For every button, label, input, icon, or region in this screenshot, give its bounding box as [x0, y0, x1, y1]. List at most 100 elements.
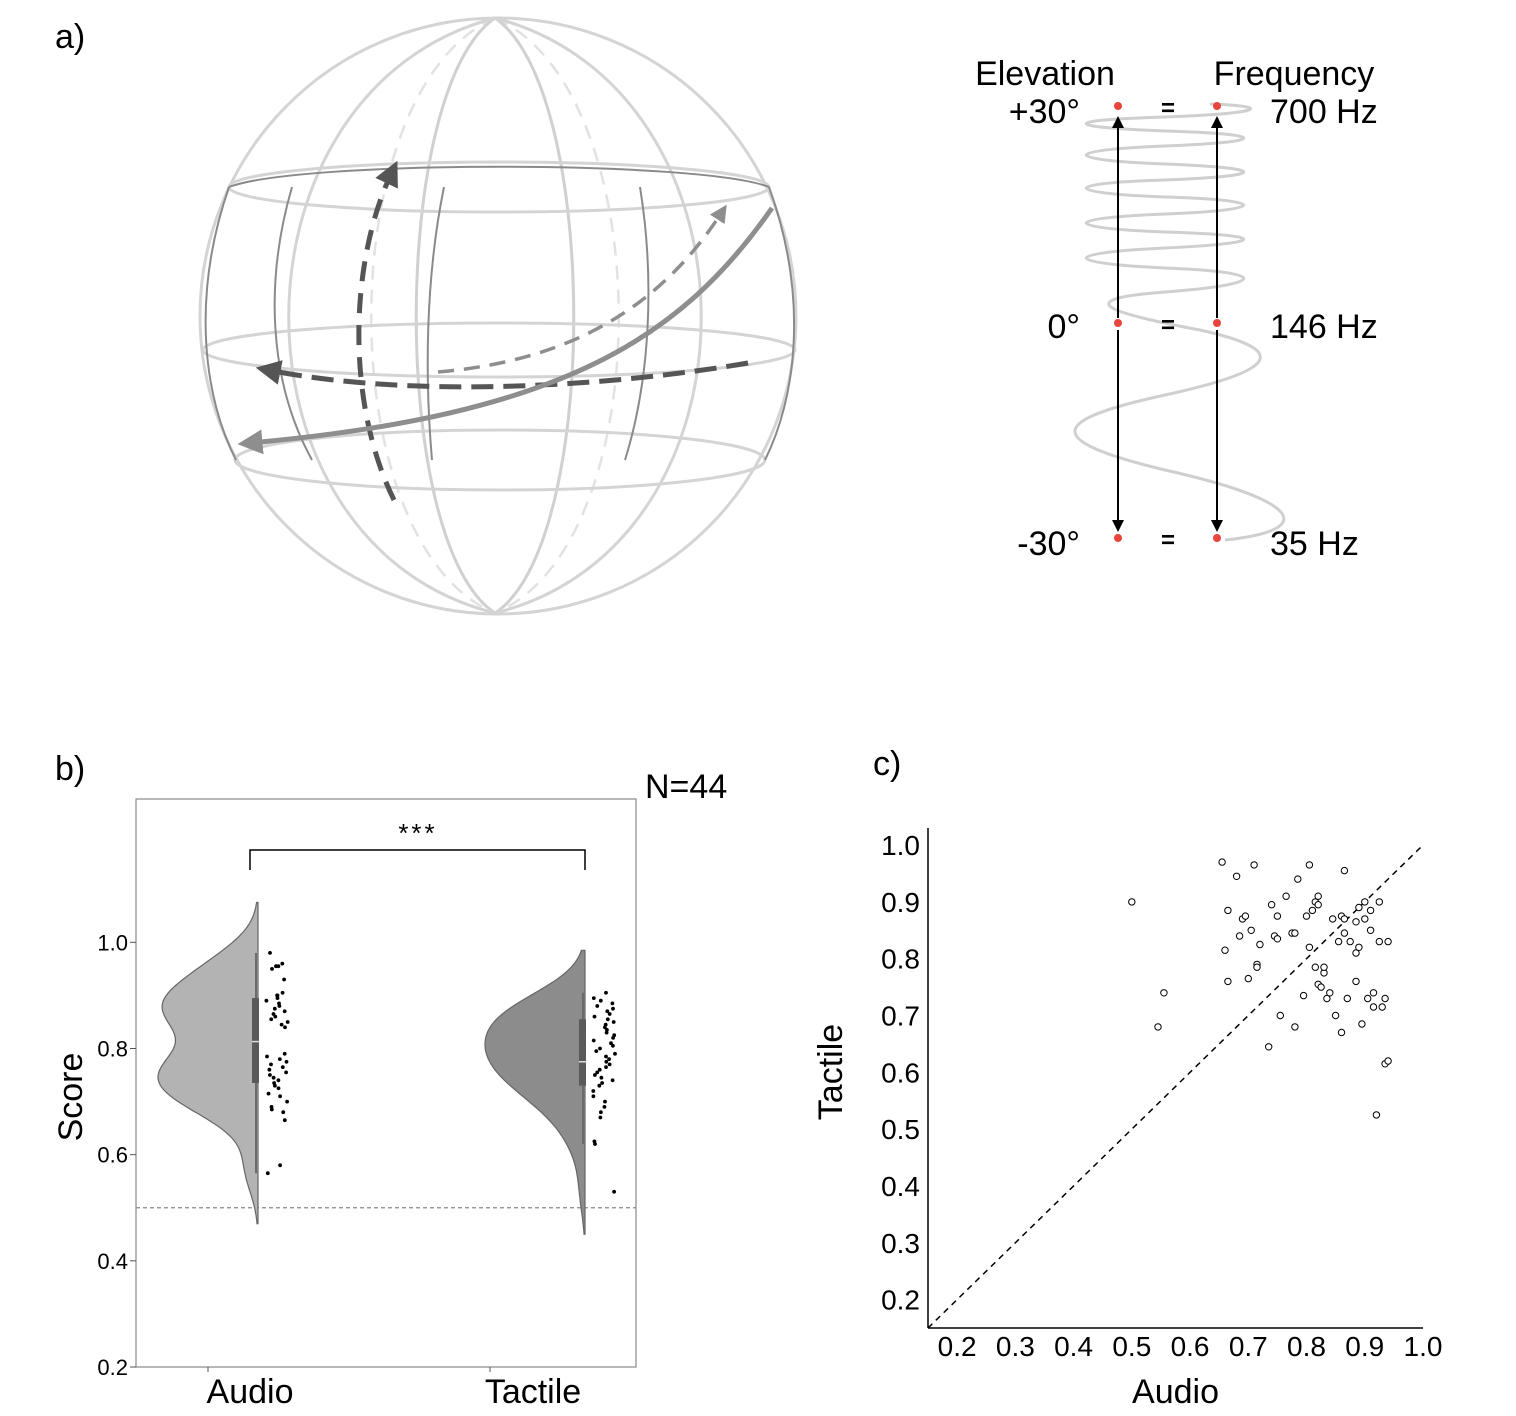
data-point — [591, 1038, 596, 1043]
sphere-illustration — [198, 16, 798, 616]
scatter-point — [1323, 994, 1331, 1003]
x-tick-label: 0.6 — [1171, 1331, 1210, 1362]
x-tick-label: Audio — [207, 1373, 294, 1411]
scatter-point — [1378, 1003, 1386, 1011]
scatter-point — [1241, 912, 1250, 920]
data-point — [595, 1070, 600, 1075]
data-point — [605, 1009, 610, 1014]
y-tick-label: 0.9 — [881, 887, 920, 918]
violin-tactile — [484, 949, 586, 1235]
scatter-point — [1221, 946, 1229, 954]
scatter-point — [1331, 1011, 1340, 1020]
scatter-point — [1361, 898, 1369, 906]
data-point — [276, 1086, 281, 1091]
scatter-point — [1337, 1028, 1346, 1037]
scatter-point — [1224, 906, 1232, 915]
scatter-point — [1329, 915, 1337, 923]
elevation-frequency-mapping: Elevation Frequency +30° 700 Hz = 0° 146 Hz =… — [975, 55, 1378, 563]
y-tick-label: 0.3 — [881, 1228, 920, 1259]
data-point — [610, 1001, 615, 1006]
frequency-marker — [1213, 534, 1221, 542]
x-tick-label: Tactile — [485, 1373, 581, 1411]
scatter-point — [1218, 858, 1226, 866]
data-point — [277, 1004, 282, 1008]
elevation-value: 0° — [1047, 308, 1080, 346]
frequency-marker — [1213, 102, 1221, 110]
data-point — [597, 1083, 602, 1088]
y-tick-label: 1.0 — [97, 930, 128, 955]
data-point — [611, 1043, 615, 1048]
data-point — [284, 1070, 288, 1075]
frequency-marker — [1213, 319, 1221, 327]
y-tick-label: 0.7 — [881, 1001, 920, 1032]
x-tick-label: 0.7 — [1229, 1331, 1268, 1362]
data-point — [592, 1014, 597, 1019]
scatter-point — [1352, 949, 1360, 957]
data-point — [281, 1110, 286, 1115]
frequency-value: 146 Hz — [1270, 308, 1378, 346]
data-point — [273, 1083, 277, 1088]
data-point — [270, 967, 274, 971]
diagonal-dashed-path — [437, 204, 727, 374]
data-point — [591, 996, 596, 1000]
data-point — [282, 1051, 287, 1056]
data-point — [280, 990, 285, 995]
data-point — [280, 961, 285, 966]
data-point — [269, 1017, 274, 1022]
panel-b-label: b) — [55, 750, 85, 788]
panel-c: c) 0.2 0.3 0.4 0.5 0.6 0.7 0.8 0.9 1.00.20.30.40… — [812, 745, 1442, 1411]
scatter-point — [1247, 926, 1255, 934]
data-point — [278, 1094, 282, 1099]
horizontal-dashed-path — [255, 360, 749, 390]
x-tick-label: 0.3 — [996, 1331, 1035, 1362]
data-point — [599, 1110, 603, 1115]
scatter-point — [1358, 1020, 1366, 1028]
scatter-point — [1366, 926, 1375, 934]
identity-line — [927, 844, 1424, 1329]
scatter-point — [1267, 901, 1276, 909]
data-point — [591, 1089, 596, 1093]
violin-chart: 0.2 0.4 0.6 0.8 1.0 Score Audio Tactile *** — [52, 798, 637, 1411]
data-point — [284, 1059, 289, 1064]
scatter-point — [1384, 1057, 1392, 1065]
frequency-header: Frequency — [1214, 55, 1375, 93]
scatter-point — [1320, 963, 1328, 971]
x-tick-label: 0.5 — [1112, 1331, 1151, 1362]
data-point — [595, 1004, 600, 1008]
scatter-point — [1334, 937, 1343, 946]
frequency-value: 700 Hz — [1270, 93, 1378, 131]
scatter-point — [1355, 943, 1363, 951]
scatter-point — [1265, 1043, 1273, 1051]
elevation-marker — [1114, 534, 1122, 542]
x-tick-label: 0.8 — [1287, 1331, 1326, 1362]
data-point — [264, 998, 269, 1003]
data-point — [282, 1009, 287, 1014]
y-tick-label: 0.8 — [97, 1036, 128, 1061]
data-point — [607, 1062, 612, 1067]
y-tick-label: 0.2 — [97, 1355, 128, 1380]
data-point — [275, 993, 280, 998]
data-point — [605, 1017, 610, 1022]
y-tick-label: 1.0 — [881, 830, 920, 861]
elevation-value: +30° — [1009, 93, 1080, 131]
data-point — [607, 1057, 611, 1061]
scatter-point — [1305, 861, 1314, 869]
data-point — [611, 1006, 615, 1011]
scatter-point — [1256, 940, 1264, 949]
panel-a-label: a) — [55, 18, 85, 56]
data-point — [604, 1065, 608, 1069]
data-point — [598, 1046, 602, 1051]
scatter-point — [1253, 963, 1261, 971]
data-point — [268, 1073, 272, 1077]
scatter-point — [1154, 1023, 1162, 1031]
data-point — [271, 1075, 276, 1080]
y-tick-label: 0.4 — [881, 1171, 920, 1202]
panel-c-label: c) — [873, 745, 901, 783]
data-point — [273, 1014, 278, 1019]
data-point — [276, 1078, 281, 1083]
data-point — [600, 1081, 604, 1085]
y-tick-label: 0.2 — [881, 1285, 920, 1316]
x-tick-label: 1.0 — [1404, 1331, 1443, 1362]
data-point — [274, 964, 278, 969]
